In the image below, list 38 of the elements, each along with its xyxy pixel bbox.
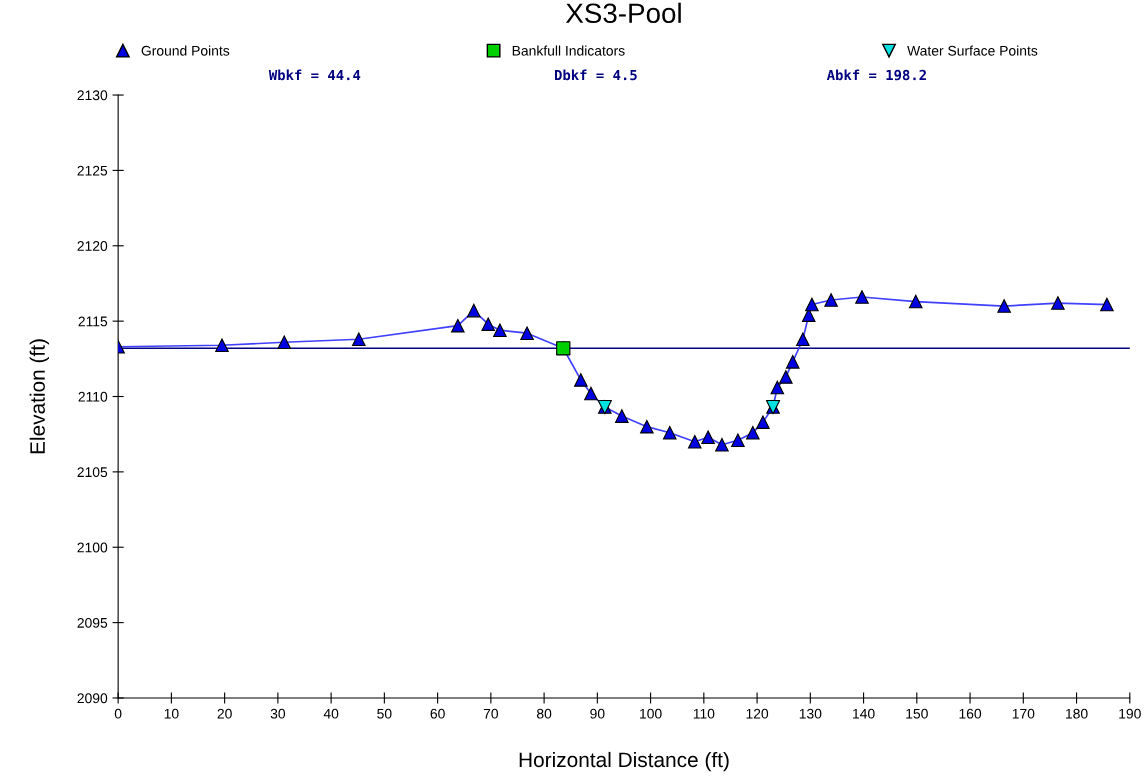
x-tick-label: 190 [1119,708,1141,719]
legend-label: Bankfull Indicators [512,45,625,56]
x-tick-label: 100 [640,708,662,719]
x-tick-label: 160 [959,708,982,719]
x-tick-label: 80 [536,708,552,719]
x-tick-label: 130 [799,708,822,719]
chart-title: XS3-Pool [565,2,681,24]
x-tick-label: 40 [323,708,339,719]
y-tick-label: 2120 [77,241,108,251]
x-tick-label: 60 [430,708,445,719]
y-tick-label: 2100 [77,542,108,553]
x-tick-label: 170 [1012,708,1035,719]
x-tick-label: 0 [114,708,122,719]
text: Abkf = 198.2 [826,69,926,81]
x-tick-label: 20 [217,708,232,719]
x-tick-label: 110 [693,708,715,719]
x-axis-title: Horizontal Distance (ft) [519,751,729,772]
x-tick-label: 10 [164,708,179,719]
y-tick-label: 2130 [77,90,108,101]
text: Wbkf = 44.4 [268,69,361,81]
y-tick-label: 2115 [78,316,108,327]
x-tick-label: 180 [1066,708,1088,719]
text: Dbkf = 4.5 [554,69,637,81]
x-tick-label: 50 [377,708,392,719]
x-tick-label: 90 [590,708,605,719]
y-tick-label: 2105 [77,467,108,478]
y-tick-label: 2090 [77,693,108,704]
y-tick-label: 2125 [77,165,108,176]
y-tick-label: 2095 [77,617,108,628]
y-axis-title: Elevation (ft) [29,339,50,454]
legend-label: Ground Points [141,45,230,56]
x-tick-label: 150 [906,708,928,719]
x-tick-label: 120 [746,708,769,719]
x-tick-label: 70 [483,708,499,719]
x-tick-label: 30 [270,708,286,719]
legend-label: Water Surface Points [907,45,1038,56]
y-tick-label: 2110 [78,391,108,402]
x-tick-label: 140 [853,708,875,719]
